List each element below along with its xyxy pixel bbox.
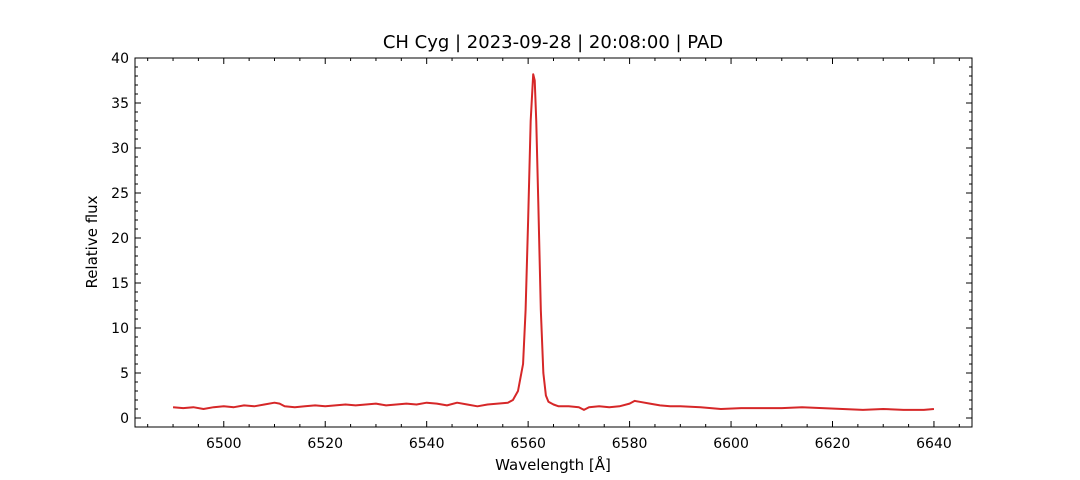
x-tick-label: 6580 [612, 436, 648, 452]
plot-frame [134, 57, 973, 428]
spectrum-line [172, 73, 935, 411]
y-axis-label: Relative flux [83, 195, 101, 288]
x-tick-label: 6640 [916, 436, 952, 452]
x-tick-label: 6600 [713, 436, 749, 452]
y-tick-label: 35 [111, 96, 129, 112]
y-tick-label: 40 [111, 51, 129, 67]
y-tick-label: 20 [111, 231, 129, 247]
x-tick-label: 6520 [307, 436, 343, 452]
y-tick-label: 25 [111, 186, 129, 202]
y-tick-label: 0 [120, 411, 129, 427]
y-tick-label: 15 [111, 276, 129, 292]
chart-title: CH Cyg | 2023-09-28 | 20:08:00 | PAD [383, 32, 723, 53]
y-tick-label: 30 [111, 141, 129, 157]
x-tick-label: 6560 [510, 436, 546, 452]
y-tick-label: 5 [120, 366, 129, 382]
x-tick-label: 6540 [409, 436, 445, 452]
plot-area [172, 73, 935, 411]
x-tick-label: 6500 [206, 436, 242, 452]
x-tick-label: 6620 [815, 436, 851, 452]
axis-ticks: 6500 6520 6540 6560 6580 6600 6620 6640 0 5 10 15 20… [111, 51, 972, 452]
x-axis-label: Wavelength [Å] [495, 455, 611, 474]
y-tick-label: 10 [111, 321, 129, 337]
